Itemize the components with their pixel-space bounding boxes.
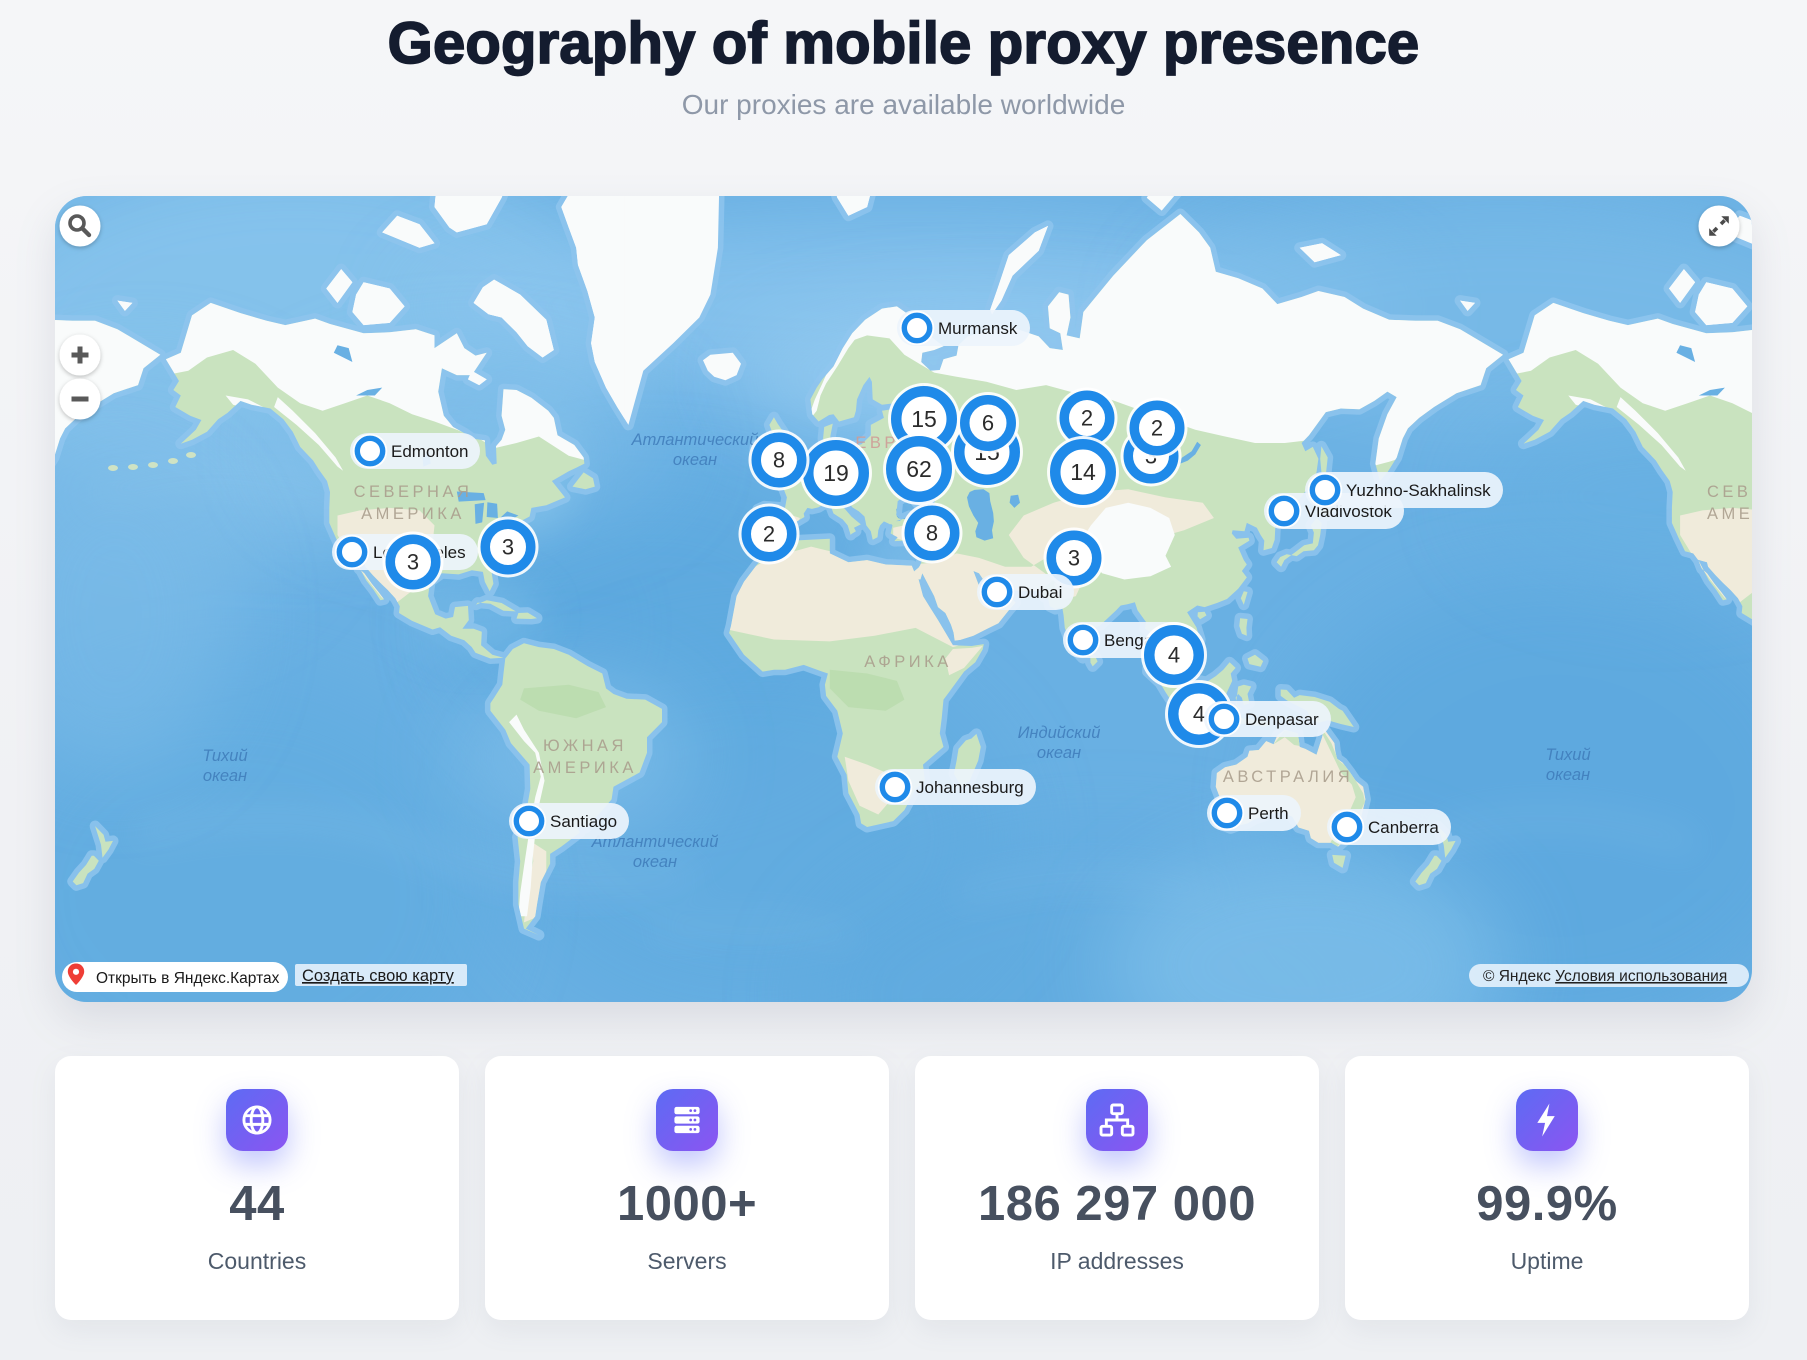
svg-text:14: 14	[1070, 459, 1096, 485]
svg-text:СЕВЕРНАЯ: СЕВЕРНАЯ	[354, 483, 473, 501]
svg-text:океан: океан	[1546, 766, 1590, 784]
svg-text:Perth: Perth	[1248, 804, 1289, 823]
svg-text:4: 4	[1168, 643, 1180, 668]
svg-text:Yuzhno-Sakhalinsk: Yuzhno-Sakhalinsk	[1346, 481, 1491, 500]
svg-text:19: 19	[823, 460, 849, 486]
svg-text:3: 3	[1068, 546, 1080, 571]
svg-text:АМЕРИКА: АМЕРИКА	[1707, 505, 1752, 523]
svg-text:6: 6	[982, 411, 994, 436]
svg-text:океан: океан	[203, 767, 247, 785]
svg-text:3: 3	[407, 550, 419, 575]
svg-text:океан: океан	[633, 853, 677, 871]
svg-text:2: 2	[763, 522, 775, 547]
svg-text:8: 8	[926, 521, 938, 546]
svg-text:15: 15	[911, 406, 937, 432]
svg-text:Создать свою карту: Создать свою карту	[302, 967, 455, 985]
svg-text:3: 3	[502, 535, 514, 560]
svg-text:4: 4	[1193, 702, 1205, 727]
svg-text:АМЕРИКА: АМЕРИКА	[533, 759, 637, 777]
svg-text:8: 8	[773, 448, 785, 473]
svg-text:Атлантический: Атлантический	[591, 833, 719, 851]
svg-text:Canberra: Canberra	[1368, 818, 1439, 837]
svg-text:Индийский: Индийский	[1018, 724, 1101, 742]
svg-text:океан: океан	[673, 451, 717, 469]
svg-text:62: 62	[906, 456, 932, 482]
svg-text:Denpasar: Denpasar	[1245, 710, 1319, 729]
svg-text:Открыть в Яндекс.Картах: Открыть в Яндекс.Картах	[96, 970, 280, 987]
svg-text:Edmonton: Edmonton	[391, 442, 469, 461]
svg-text:АМЕРИКА: АМЕРИКА	[361, 505, 465, 523]
svg-text:Johannesburg: Johannesburg	[916, 778, 1024, 797]
svg-text:Тихий: Тихий	[202, 747, 247, 765]
svg-text:СЕВЕРНАЯ: СЕВЕРНАЯ	[1707, 483, 1752, 501]
svg-text:2: 2	[1151, 416, 1163, 441]
svg-text:2: 2	[1081, 406, 1093, 431]
svg-text:ЮЖНАЯ: ЮЖНАЯ	[543, 737, 627, 755]
svg-text:Dubai: Dubai	[1018, 583, 1062, 602]
svg-text:Santiago: Santiago	[550, 812, 617, 831]
svg-text:Murmansk: Murmansk	[938, 319, 1018, 338]
svg-text:АВСТРАЛИЯ: АВСТРАЛИЯ	[1223, 768, 1353, 786]
svg-text:АФРИКА: АФРИКА	[864, 653, 951, 671]
svg-text:океан: океан	[1037, 744, 1081, 762]
svg-text:Атлантический: Атлантический	[631, 431, 759, 449]
svg-text:Тихий: Тихий	[1545, 746, 1590, 764]
svg-text:© Яндекс Условия использования: © Яндекс Условия использования	[1483, 968, 1727, 985]
